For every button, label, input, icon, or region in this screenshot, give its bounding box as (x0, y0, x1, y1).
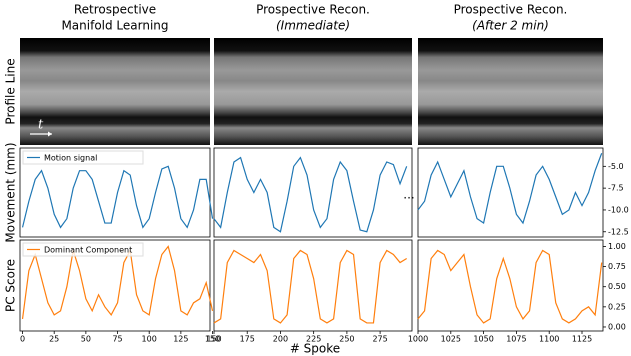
x-tick-label: 250 (339, 335, 354, 344)
x-tick-label: 1100 (539, 335, 559, 344)
row-label: Movement (mm) (4, 142, 18, 242)
x-axis-label: # Spoke (290, 342, 340, 356)
column-subtitle: (After 2 min) (472, 19, 549, 33)
figure: ... Retrospective Manifold Learning Prospe… (0, 0, 631, 356)
x-tick-label: 1050 (473, 335, 493, 344)
y-tick-label: 0.25 (608, 302, 626, 311)
ellipsis: ... (403, 188, 414, 202)
series-line (418, 153, 602, 223)
column-subtitle: (Immediate) (276, 19, 350, 33)
series-line (214, 250, 407, 322)
x-tick-label: 125 (173, 335, 188, 344)
x-tick-label: 150 (206, 335, 221, 344)
y-tick-label: 0.50 (608, 282, 626, 291)
series-line (418, 250, 602, 322)
x-tick-label: 175 (240, 335, 255, 344)
x-tick-label: 225 (306, 335, 321, 344)
y-tick-label: -5.0 (608, 162, 624, 171)
series-line (23, 246, 213, 318)
x-tick-label: 1125 (572, 335, 592, 344)
legend-label: Dominant Component (44, 246, 132, 255)
column-title: Prospective Recon. (454, 3, 568, 17)
y-tick-label: -12.5 (608, 227, 629, 236)
y-tick-label: 0.75 (608, 262, 626, 271)
x-tick-label: 50 (81, 335, 91, 344)
x-tick-label: 1025 (441, 335, 461, 344)
y-tick-label: 0.00 (608, 322, 626, 331)
row-label: Profile Line (4, 58, 18, 124)
plot-frame (214, 240, 412, 331)
legend-label: Motion signal (44, 154, 97, 163)
plot-frame (418, 240, 603, 331)
x-tick-label: 1000 (408, 335, 428, 344)
x-tick-label: 275 (372, 335, 387, 344)
series-line (214, 158, 407, 232)
x-tick-label: 100 (142, 335, 157, 344)
column-title: Retrospective (74, 3, 156, 17)
plot-frame (214, 148, 412, 237)
profile-image (214, 38, 412, 145)
x-tick-label: 75 (112, 335, 122, 344)
y-tick-label: 1.00 (608, 242, 626, 251)
x-tick-label: 1075 (506, 335, 526, 344)
time-label: t (38, 118, 44, 133)
column-title: Prospective Recon. (256, 3, 370, 17)
column-subtitle: Manifold Learning (61, 19, 168, 33)
row-label: PC Score (4, 259, 18, 312)
y-tick-label: -7.5 (608, 184, 624, 193)
x-tick-label: 200 (273, 335, 288, 344)
x-tick-label: 0 (20, 335, 25, 344)
x-tick-label: 25 (49, 335, 59, 344)
y-tick-label: -10.0 (608, 205, 629, 214)
series-line (23, 166, 213, 227)
profile-image (20, 38, 210, 145)
profile-image (418, 38, 603, 145)
